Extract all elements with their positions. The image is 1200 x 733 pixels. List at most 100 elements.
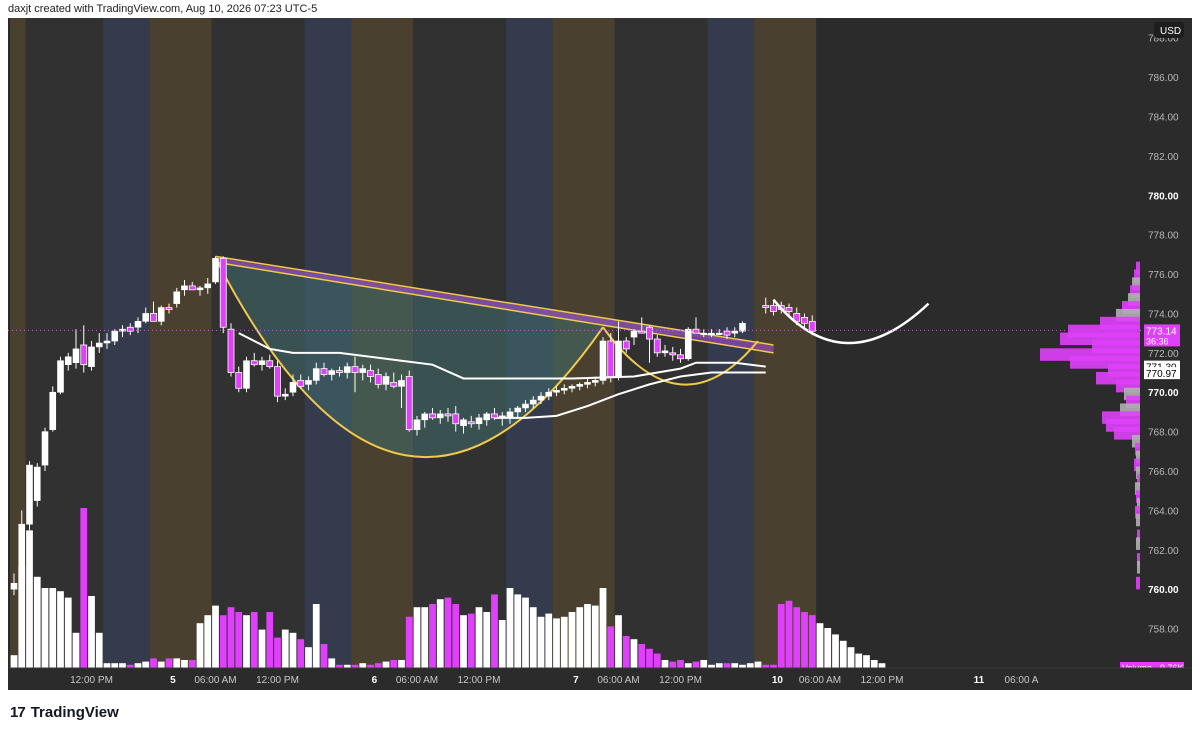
- price-chart[interactable]: 788.00 786.00 784.00 782.00 780.00 778.00 776.…: [8, 18, 1192, 690]
- candle-body: [188, 285, 196, 291]
- volume-bar: [382, 661, 390, 668]
- volume-bar: [33, 576, 41, 668]
- candle: [281, 388, 289, 401]
- candle-body: [568, 386, 576, 389]
- volume-bar: [351, 664, 359, 668]
- price-tick-label: 774.00: [1148, 309, 1179, 320]
- candle: [181, 279, 188, 296]
- volume-bar: [661, 660, 669, 668]
- candle: [41, 427, 49, 472]
- volume-profile-bar: [1130, 285, 1140, 298]
- candle-body: [483, 413, 491, 421]
- volume-profile-bar: [1136, 450, 1140, 464]
- candle-body: [173, 291, 181, 304]
- volume-bar: [770, 664, 777, 668]
- candle: [64, 352, 72, 371]
- price-tick-label: 786.00: [1148, 73, 1179, 84]
- candle-body: [522, 403, 529, 409]
- candle: [514, 406, 522, 418]
- time-tick-label: 06:00 AM: [194, 675, 236, 686]
- volume-bar: [336, 664, 343, 668]
- volume-bar: [390, 660, 398, 668]
- price-label: 770.97: [1144, 367, 1180, 380]
- price-tick-label: 764.00: [1148, 506, 1179, 517]
- candle-body: [591, 380, 599, 383]
- volume-bar: [212, 605, 219, 668]
- candle-body: [669, 352, 677, 356]
- volume-bar: [638, 644, 646, 668]
- candle: [622, 337, 630, 353]
- time-tick-label: 10: [772, 675, 784, 686]
- candle: [646, 325, 653, 363]
- volume-bar: [429, 604, 436, 668]
- candle-body: [708, 332, 715, 335]
- candle: [537, 392, 545, 405]
- volume-profile-bar: [1136, 513, 1140, 527]
- candle: [545, 388, 553, 401]
- candle: [723, 327, 731, 340]
- volume-bar: [328, 658, 336, 668]
- candle-body: [444, 413, 452, 417]
- candle: [289, 374, 297, 397]
- candle: [212, 256, 219, 284]
- candle: [227, 323, 235, 377]
- volume-bar: [103, 663, 111, 668]
- candle: [196, 285, 204, 296]
- tradingview-logo-text: TradingView: [30, 704, 119, 721]
- candle-body: [297, 380, 305, 387]
- volume-bar: [824, 628, 832, 668]
- candle-body: [64, 356, 72, 365]
- volume-bar: [157, 661, 165, 668]
- volume-bar: [777, 604, 785, 668]
- candle-body: [258, 360, 266, 365]
- volume-bar: [684, 663, 692, 668]
- volume-bar: [537, 616, 545, 668]
- candle-body: [506, 411, 514, 419]
- candle: [134, 317, 142, 334]
- candle: [398, 374, 405, 408]
- volume-bar: [18, 565, 26, 668]
- candle-body: [374, 374, 382, 385]
- volume-bar: [708, 664, 715, 668]
- volume-bar: [274, 637, 281, 668]
- time-tick-label: 5: [170, 675, 176, 686]
- time-axis-bg: [8, 668, 1192, 690]
- chart-frame[interactable]: 788.00 786.00 784.00 782.00 780.00 778.00 776.…: [8, 18, 1192, 690]
- candle: [320, 362, 328, 377]
- volume-bar: [483, 612, 491, 668]
- time-tick-label: 06:00 AM: [597, 675, 639, 686]
- volume-profile-bar: [1134, 269, 1140, 283]
- volume-bar: [266, 612, 274, 668]
- candle-body: [475, 417, 483, 425]
- candle-body: [212, 258, 219, 283]
- candle: [72, 329, 80, 369]
- candle: [661, 344, 669, 357]
- volume-bar: [553, 618, 560, 668]
- volume-bar: [808, 615, 816, 668]
- volume-bar: [343, 664, 351, 668]
- time-tick-label: 12:00 PM: [256, 675, 299, 686]
- candle-body: [126, 326, 134, 332]
- volume-bar: [677, 660, 684, 668]
- volume-bar: [142, 661, 150, 668]
- candle-body: [739, 323, 746, 332]
- candle-body: [243, 360, 250, 389]
- candle-body: [219, 257, 227, 328]
- candle-body: [80, 344, 88, 366]
- tradingview-logo[interactable]: 17 TradingView: [10, 704, 119, 721]
- candle: [274, 360, 281, 403]
- candle-body: [537, 395, 545, 401]
- volume-bar: [863, 655, 870, 668]
- credit-text: daxjt created with TradingView.com, Aug …: [8, 3, 318, 15]
- candle-body: [142, 313, 150, 322]
- price-label-bg: [1144, 367, 1180, 380]
- candle-body: [599, 340, 607, 381]
- time-tick-label: 12:00 PM: [458, 675, 501, 686]
- candle: [684, 327, 692, 361]
- candle-body: [405, 376, 413, 431]
- volume-bar: [312, 604, 320, 668]
- volume-profile: [1040, 261, 1140, 590]
- volume-profile-bar: [1135, 482, 1140, 495]
- volume-bar: [243, 615, 250, 668]
- time-tick-label: 6: [372, 675, 378, 686]
